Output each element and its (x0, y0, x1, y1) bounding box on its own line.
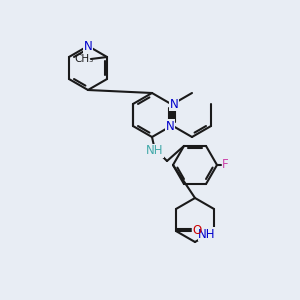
Text: O: O (192, 224, 202, 238)
Text: F: F (222, 158, 228, 172)
Text: CH₃: CH₃ (74, 54, 94, 64)
Text: N: N (166, 119, 174, 133)
Text: NH: NH (146, 145, 164, 158)
Text: NH: NH (198, 227, 216, 241)
Text: N: N (169, 98, 178, 110)
Text: N: N (84, 40, 92, 52)
